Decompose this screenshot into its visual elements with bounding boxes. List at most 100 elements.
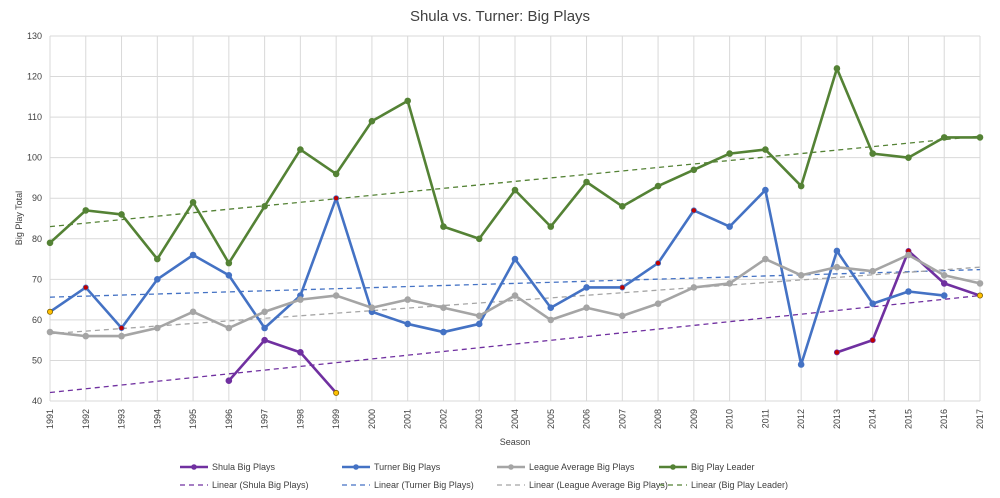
big-play-leader-point: [940, 134, 948, 141]
big-play-leader-point: [511, 186, 519, 194]
x-axis-title: Season: [500, 437, 531, 447]
x-tick-label: 1996: [224, 409, 234, 429]
big-play-leader-point: [404, 97, 411, 105]
big-play-leader-point: [440, 223, 447, 230]
big-play-leader-point: [297, 146, 304, 153]
league-average-big-plays-point: [690, 284, 698, 291]
league-average-big-plays-point: [654, 300, 662, 307]
big-play-leader-point: [332, 170, 340, 178]
turner-big-plays-point: [726, 223, 733, 230]
gridlines: [49, 35, 981, 402]
x-tick-label: 2007: [617, 409, 627, 429]
big-play-leader-point: [154, 255, 161, 263]
league-average-big-plays-point: [297, 296, 304, 303]
x-tick-label: 2011: [760, 409, 770, 428]
league-average-big-plays-point: [46, 328, 54, 336]
big-play-leader-point: [583, 178, 590, 186]
big-play-leader-point: [726, 150, 733, 157]
big-play-leader-point: [189, 198, 197, 206]
league-average-big-plays-point: [261, 308, 268, 316]
big-play-leader-point: [46, 239, 54, 247]
x-tick-label: 2012: [796, 409, 806, 429]
big-play-leader-point: [762, 146, 769, 153]
big-play-leader-point: [976, 134, 984, 141]
x-tick-label: 2009: [689, 409, 699, 429]
legend-label: Turner Big Plays: [374, 462, 441, 472]
league-average-big-plays-point: [976, 280, 984, 287]
y-tick-label: 60: [32, 315, 42, 325]
big-play-leader-point: [82, 207, 90, 214]
turner-big-plays-line: [48, 188, 946, 366]
turner-big-plays-point: [261, 324, 268, 332]
x-tick-label: 2008: [653, 409, 663, 429]
shula-big-plays-point: [940, 280, 948, 287]
legend: Shula Big Plays Turner Big Plays League Av…: [180, 462, 788, 490]
x-tick-label: 2002: [438, 409, 448, 429]
turner-big-plays-point: [475, 320, 483, 328]
turner-big-plays-point: [440, 328, 447, 336]
big-play-leader-point: [690, 166, 698, 174]
turner-big-plays-point: [583, 284, 590, 291]
trendlines: [49, 135, 981, 394]
league-average-big-plays-point: [797, 271, 805, 279]
trendline-linear-shula-big-plays: [49, 294, 981, 394]
shula-big-plays-point-highlight: [833, 349, 840, 356]
league-average-big-plays-point: [547, 316, 555, 324]
legend-label: Big Play Leader: [691, 462, 755, 472]
big-play-leader-point: [869, 150, 876, 157]
league-average-big-plays-point: [940, 271, 948, 279]
x-tick-label: 2000: [367, 409, 377, 429]
league-average-big-plays-point: [189, 308, 197, 316]
x-tick-label: 2015: [903, 409, 913, 429]
league-average-big-plays-point: [404, 296, 411, 303]
y-tick-label: 40: [32, 396, 42, 406]
turner-big-plays-point-highlight: [690, 207, 697, 214]
league-average-big-plays-point: [726, 280, 733, 287]
y-tick-label: 120: [27, 72, 42, 82]
x-tick-label: 1997: [260, 409, 270, 429]
turner-big-plays-point: [404, 320, 411, 328]
x-tick-label: 2017: [975, 409, 985, 429]
turner-big-plays-point-highlight: [118, 324, 125, 331]
league-average-big-plays-point: [154, 324, 161, 332]
turner-big-plays-point: [869, 300, 876, 307]
y-tick-label: 70: [32, 274, 42, 284]
big-play-leader-point: [368, 117, 376, 125]
y-tick-label: 130: [27, 31, 42, 41]
x-tick-label: 2006: [582, 409, 592, 429]
big-play-leader-point: [833, 65, 841, 72]
big-play-leader-point: [118, 211, 125, 218]
turner-big-plays-point: [833, 247, 841, 255]
x-tick-label: 1994: [152, 409, 162, 429]
big-play-leader-point: [797, 182, 805, 190]
turner-big-plays-point: [154, 276, 161, 283]
turner-big-plays-point-highlight: [82, 284, 89, 291]
shula-big-plays-point: [297, 349, 304, 356]
legend-label: Shula Big Plays: [212, 462, 276, 472]
league-average-big-plays-point: [511, 292, 519, 299]
x-tick-label: 2013: [832, 409, 842, 429]
turner-big-plays-point: [797, 361, 805, 368]
x-tick-label: 1999: [331, 409, 341, 429]
x-tick-label: 1998: [295, 409, 305, 429]
turner-big-plays-point-highlight: [333, 195, 340, 202]
x-tick-label: 1992: [81, 409, 91, 429]
trendline-linear-big-play-leader: [49, 135, 981, 228]
turner-big-plays-point: [762, 186, 769, 194]
x-tick-label: 2004: [510, 409, 520, 429]
league-average-big-plays-point: [440, 304, 447, 312]
y-tick-label: 90: [32, 193, 42, 203]
y-tick-label: 50: [32, 355, 42, 365]
league-average-big-plays-point: [869, 267, 876, 275]
chart-title: Shula vs. Turner: Big Plays: [410, 8, 590, 25]
y-axis-title: Big Play Total: [14, 191, 24, 245]
turner-big-plays-point: [511, 255, 519, 263]
league-average-big-plays-point: [82, 332, 90, 340]
big-play-leader-point: [225, 259, 233, 267]
x-tick-label: 1991: [45, 409, 55, 429]
legend-marker-big-play-leader: [670, 464, 676, 470]
legend-label: Linear (League Average Big Plays): [529, 480, 668, 490]
shula-big-plays-point-highlight: [333, 389, 340, 396]
turner-big-plays-point: [547, 304, 555, 312]
